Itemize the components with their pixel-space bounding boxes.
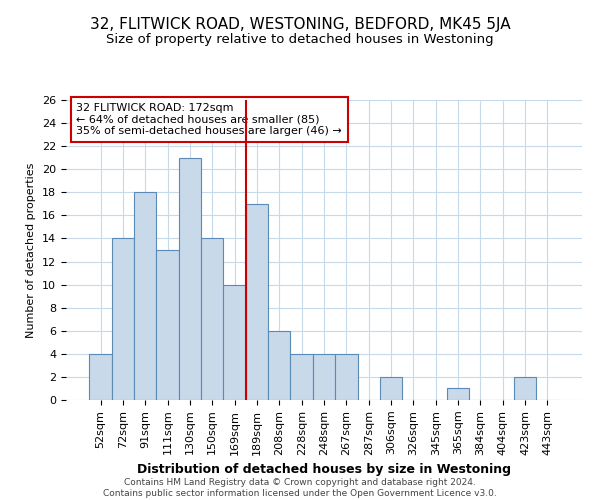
Bar: [246, 204, 268, 400]
X-axis label: Distribution of detached houses by size in Westoning: Distribution of detached houses by size …: [137, 463, 511, 476]
Text: 32, FLITWICK ROAD, WESTONING, BEDFORD, MK45 5JA: 32, FLITWICK ROAD, WESTONING, BEDFORD, M…: [89, 18, 511, 32]
Bar: [514, 377, 536, 400]
Bar: [223, 284, 246, 400]
Bar: [335, 354, 358, 400]
Bar: [447, 388, 469, 400]
Text: Size of property relative to detached houses in Westoning: Size of property relative to detached ho…: [106, 32, 494, 46]
Bar: [268, 331, 290, 400]
Bar: [89, 354, 112, 400]
Y-axis label: Number of detached properties: Number of detached properties: [26, 162, 37, 338]
Bar: [201, 238, 223, 400]
Text: 32 FLITWICK ROAD: 172sqm
← 64% of detached houses are smaller (85)
35% of semi-d: 32 FLITWICK ROAD: 172sqm ← 64% of detach…: [76, 103, 342, 136]
Bar: [313, 354, 335, 400]
Bar: [157, 250, 179, 400]
Bar: [380, 377, 402, 400]
Text: Contains HM Land Registry data © Crown copyright and database right 2024.
Contai: Contains HM Land Registry data © Crown c…: [103, 478, 497, 498]
Bar: [179, 158, 201, 400]
Bar: [134, 192, 157, 400]
Bar: [290, 354, 313, 400]
Bar: [112, 238, 134, 400]
